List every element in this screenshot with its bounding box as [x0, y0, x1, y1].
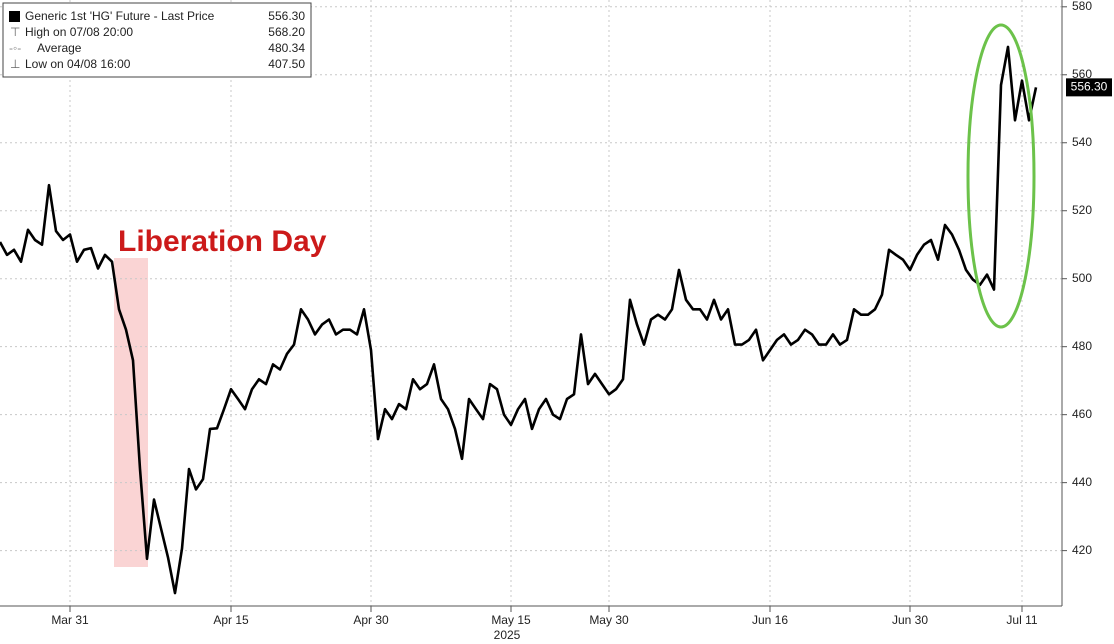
last-price-badge [1066, 78, 1112, 97]
x-tick-label: Apr 15 [213, 613, 249, 627]
legend-label: Average [37, 41, 82, 55]
price-line [0, 45, 1038, 595]
last-price-label: 556.30 [1071, 80, 1108, 94]
legend-label: Low on 04/08 16:00 [25, 57, 131, 71]
x-tick-label: Mar 31 [51, 613, 89, 627]
legend-value: 556.30 [268, 9, 305, 23]
y-tick-label: 420 [1072, 543, 1092, 557]
legend-label: High on 07/08 20:00 [25, 25, 133, 39]
y-tick-label: 500 [1072, 271, 1092, 285]
legend-label: Generic 1st 'HG' Future - Last Price [25, 9, 215, 23]
y-tick-label: 480 [1072, 339, 1092, 353]
legend-swatch [9, 11, 20, 22]
x-tick-label: May 15 [491, 613, 531, 627]
x-tick-label: May 30 [589, 613, 629, 627]
x-tick-label: Apr 30 [353, 613, 389, 627]
y-tick-label: 560 [1072, 67, 1092, 81]
y-tick-label: 540 [1072, 135, 1092, 149]
y-tick-label: 520 [1072, 203, 1092, 217]
legend-value: 568.20 [268, 25, 305, 39]
x-tick-label: Jun 16 [752, 613, 788, 627]
legend-value: 407.50 [268, 57, 305, 71]
legend-icon: -◦- [9, 41, 21, 55]
highlight-ellipse [966, 23, 1036, 329]
legend: Generic 1st 'HG' Future - Last Price 556… [2, 2, 312, 78]
legend-box [2, 2, 312, 78]
legend-value: 480.34 [268, 41, 305, 55]
legend-icon: ⊥ [10, 57, 20, 71]
x-axis-label: 2025 [494, 628, 521, 642]
y-tick-label: 580 [1072, 0, 1092, 13]
x-tick-label: Jun 30 [892, 613, 928, 627]
annotation: Liberation Day [118, 225, 327, 258]
plot [0, 0, 1062, 606]
legend-icon: ⊤ [10, 25, 20, 39]
y-tick-label: 440 [1072, 475, 1092, 489]
x-tick-label: Jul 11 [1006, 613, 1037, 627]
y-tick-label: 460 [1072, 407, 1092, 421]
